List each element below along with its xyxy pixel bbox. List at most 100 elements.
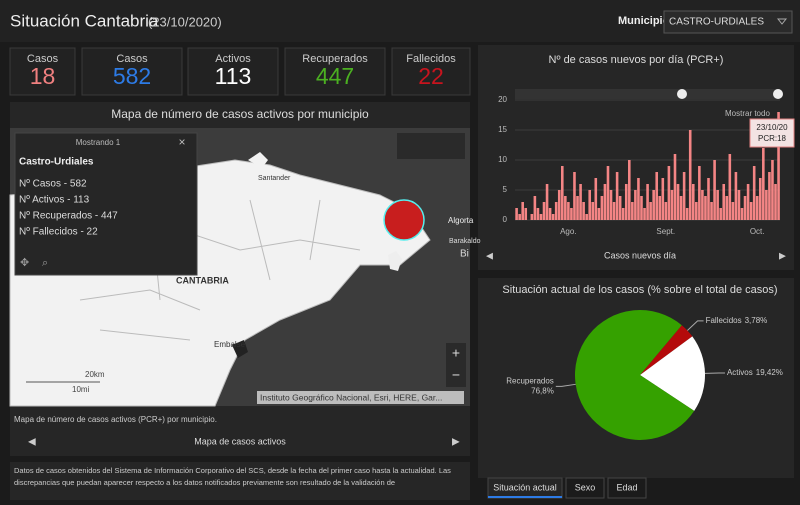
kpi-value: 582 xyxy=(113,63,151,89)
x-tick-label: Sept. xyxy=(656,227,675,236)
kpi-value: 22 xyxy=(418,63,444,89)
slider-handle[interactable] xyxy=(773,89,783,99)
pie-label-value: 76,8% xyxy=(531,386,554,395)
show-all[interactable]: Mostrar todo xyxy=(725,109,770,118)
bar xyxy=(561,166,564,220)
bar xyxy=(579,184,582,220)
y-tick-label: 5 xyxy=(503,185,508,194)
bar xyxy=(595,178,598,220)
popup-title: Castro-Urdiales xyxy=(19,157,94,168)
kpi-value: 18 xyxy=(30,63,56,89)
x-tick-label: Ago. xyxy=(560,227,576,236)
bar-nav: Casos nuevos día xyxy=(604,250,676,260)
bar xyxy=(567,202,570,220)
map-toolbar[interactable] xyxy=(397,133,465,159)
bar xyxy=(531,214,534,220)
nav-next[interactable]: ▶ xyxy=(452,437,460,448)
bar xyxy=(613,202,616,220)
bar xyxy=(576,196,579,220)
place-label: Bi xyxy=(460,249,469,260)
bar xyxy=(774,184,777,220)
x-tick-label: Oct. xyxy=(750,227,765,236)
active-cases-marker[interactable] xyxy=(384,200,424,240)
bar xyxy=(637,178,640,220)
bar xyxy=(756,196,759,220)
nav-prev[interactable]: ◀ xyxy=(28,437,36,448)
bar xyxy=(729,154,732,220)
range-slider[interactable] xyxy=(515,89,780,99)
bar xyxy=(689,130,692,220)
bar xyxy=(765,190,768,220)
bar xyxy=(747,184,750,220)
scale-mi: 10mi xyxy=(72,385,90,394)
bar xyxy=(652,190,655,220)
filter-label: Municipio xyxy=(618,15,670,27)
bar xyxy=(616,172,619,220)
bar xyxy=(537,208,540,220)
bar xyxy=(546,184,549,220)
bar xyxy=(707,178,710,220)
bar xyxy=(722,184,725,220)
bar xyxy=(570,208,573,220)
bar xyxy=(680,196,683,220)
popup-icon[interactable]: ⌕ xyxy=(42,257,48,269)
bar xyxy=(540,214,543,220)
bar xyxy=(524,208,527,220)
bar xyxy=(607,166,610,220)
bar xyxy=(543,202,546,220)
filter-value: CASTRO-URDIALES xyxy=(669,17,764,28)
tab-label: Sexo xyxy=(575,482,596,492)
pie-label-name: Fallecidos xyxy=(706,316,742,325)
bar xyxy=(564,196,567,220)
bar xyxy=(518,214,521,220)
popup-icon[interactable]: ✥ xyxy=(20,257,29,269)
zoom-out[interactable]: − xyxy=(452,367,460,383)
bar xyxy=(738,190,741,220)
popup-close[interactable]: × xyxy=(178,135,185,149)
bar xyxy=(662,178,665,220)
bar xyxy=(549,208,552,220)
nav-prev[interactable]: ◀ xyxy=(486,250,493,260)
tooltip-date: 23/10/20 xyxy=(756,123,788,132)
pie-label-value: 3,78% xyxy=(745,316,768,325)
place-label: Embalse xyxy=(214,340,246,349)
bar xyxy=(744,196,747,220)
bar xyxy=(677,184,680,220)
slider-handle[interactable] xyxy=(677,89,687,99)
map-caption: Mapa de número de casos activos (PCR+) p… xyxy=(14,415,217,424)
bar-title: Nº de casos nuevos por día (PCR+) xyxy=(549,54,724,66)
y-tick-label: 10 xyxy=(498,155,507,164)
bar xyxy=(601,196,604,220)
bar xyxy=(631,202,634,220)
scale-km: 20km xyxy=(85,370,105,379)
popup-line: Nº Recuperados - 447 xyxy=(19,211,118,222)
zoom-in[interactable]: + xyxy=(452,345,460,361)
popup-line: Nº Fallecidos - 22 xyxy=(19,227,98,238)
bar xyxy=(753,166,756,220)
bar xyxy=(588,190,591,220)
bar xyxy=(719,208,722,220)
bar xyxy=(771,160,774,220)
place-label: Algorta xyxy=(448,216,474,225)
bar xyxy=(649,202,652,220)
bar xyxy=(713,160,716,220)
bar xyxy=(701,190,704,220)
bar xyxy=(768,172,771,220)
nav-next[interactable]: ▶ xyxy=(779,250,786,260)
bar xyxy=(598,208,601,220)
bar xyxy=(668,166,671,220)
bar xyxy=(634,190,637,220)
tab-label: Edad xyxy=(616,482,637,492)
title: Situación Cantabria xyxy=(10,11,159,30)
bar xyxy=(552,214,555,220)
pie-title: Situación actual de los casos (% sobre e… xyxy=(502,284,777,296)
bar xyxy=(741,208,744,220)
map-title: Mapa de número de casos activos por muni… xyxy=(111,107,369,121)
bar xyxy=(674,154,677,220)
tooltip-value: PCR:18 xyxy=(758,134,787,143)
bar xyxy=(646,184,649,220)
bar xyxy=(521,202,524,220)
date: (23/10/2020) xyxy=(148,14,222,29)
y-tick-label: 15 xyxy=(498,125,507,134)
